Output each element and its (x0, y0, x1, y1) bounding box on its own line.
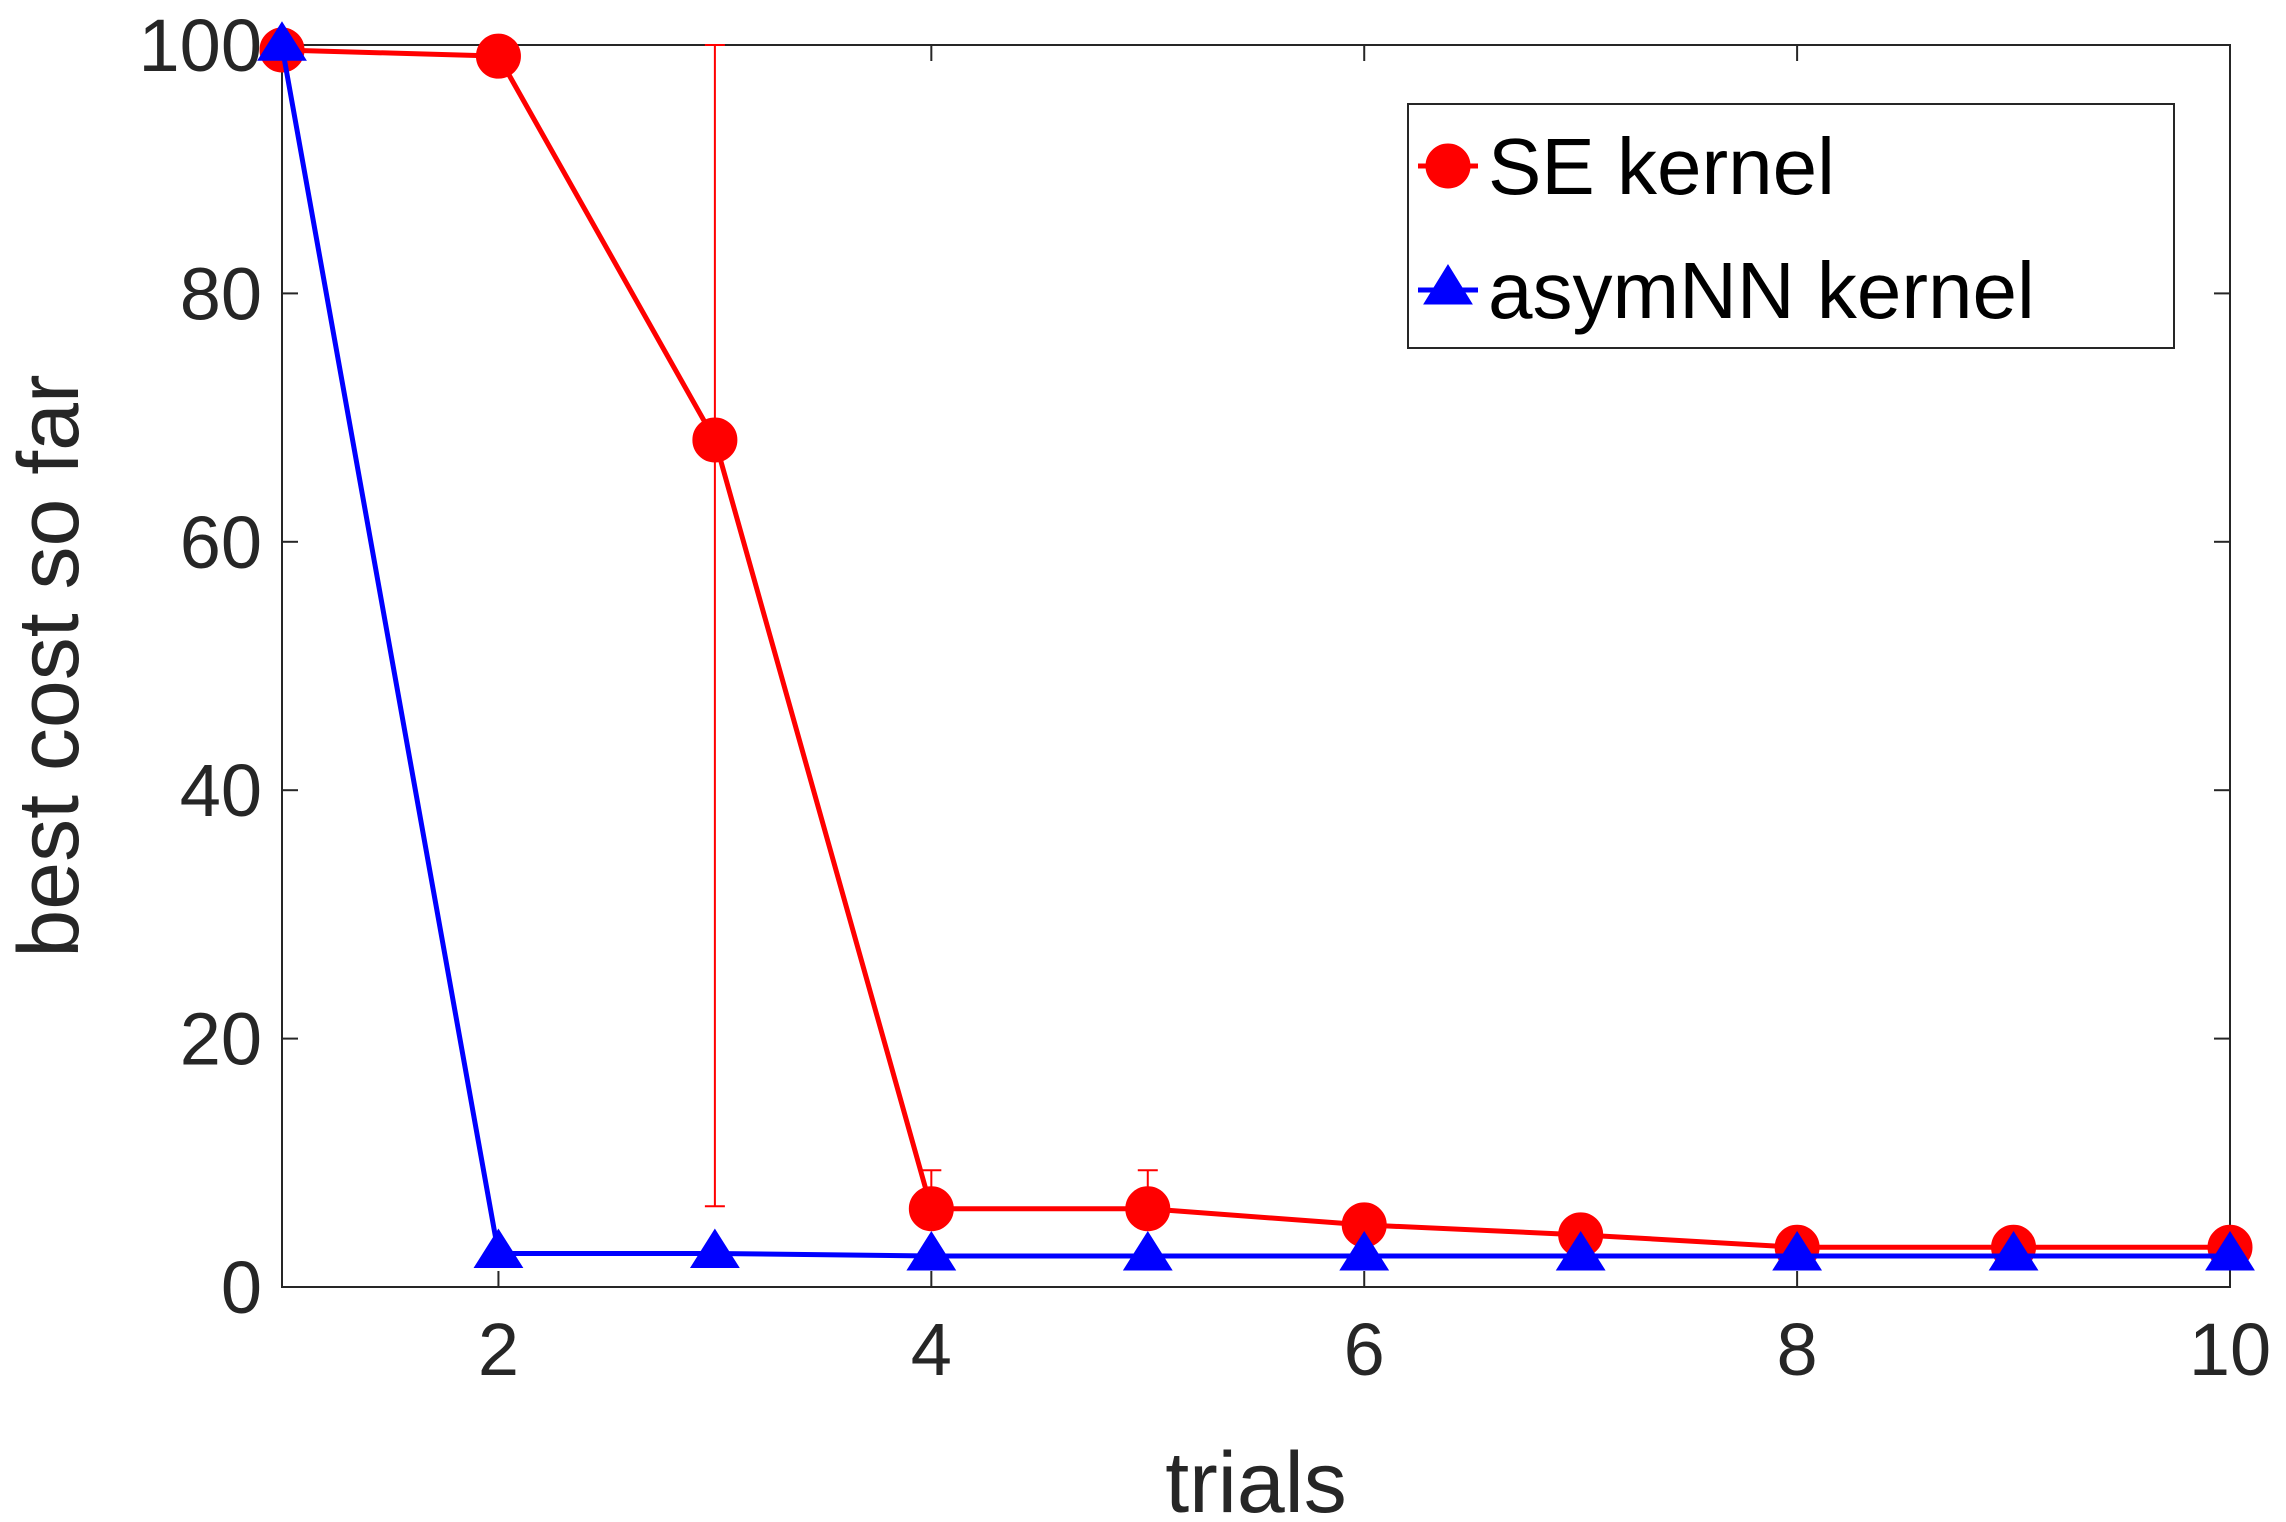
data-point (473, 1228, 524, 1268)
series-line (279, 45, 2230, 1259)
x-axis-label: trials (1165, 1435, 1347, 1522)
legend-box (1407, 103, 2175, 349)
series-line (281, 47, 2230, 1250)
y-tick-label: 0 (221, 1246, 262, 1329)
data-point (1122, 1231, 1173, 1271)
data-point (1555, 1231, 1606, 1271)
data-point (689, 1228, 740, 1268)
data-point (1988, 1231, 2039, 1271)
legend: SE kernel asymNN kernel (1407, 103, 2175, 349)
x-tick-label: 8 (1777, 1308, 1818, 1391)
data-point (1339, 1231, 1390, 1271)
legend-marker-circle (1425, 143, 1471, 189)
series-asymnn-kernel (257, 21, 2255, 1271)
legend-label-asymnn: asymNN kernel (1488, 246, 2035, 335)
y-tick-label: 40 (180, 749, 262, 832)
data-point (257, 21, 307, 61)
y-tick-label: 100 (139, 4, 262, 87)
data-point (1772, 1231, 1823, 1271)
x-tick-label: 6 (1344, 1308, 1385, 1391)
legend-label-se: SE kernel (1488, 122, 1835, 211)
data-series (257, 21, 2255, 1271)
data-point (906, 1231, 957, 1271)
data-point (692, 417, 738, 463)
y-tick-label: 80 (180, 252, 262, 335)
data-point (908, 1186, 954, 1232)
y-tick-label: 20 (180, 998, 262, 1081)
data-point (1125, 1186, 1171, 1232)
data-point (475, 33, 521, 79)
x-tick-label: 10 (2189, 1308, 2271, 1391)
y-axis-label: best cost so far (1, 374, 97, 957)
y-tick-label: 60 (180, 501, 262, 584)
x-tick-label: 4 (911, 1308, 952, 1391)
data-point (2205, 1231, 2255, 1271)
x-tick-label: 2 (478, 1308, 519, 1391)
legend-marker-triangle (1423, 264, 1473, 305)
